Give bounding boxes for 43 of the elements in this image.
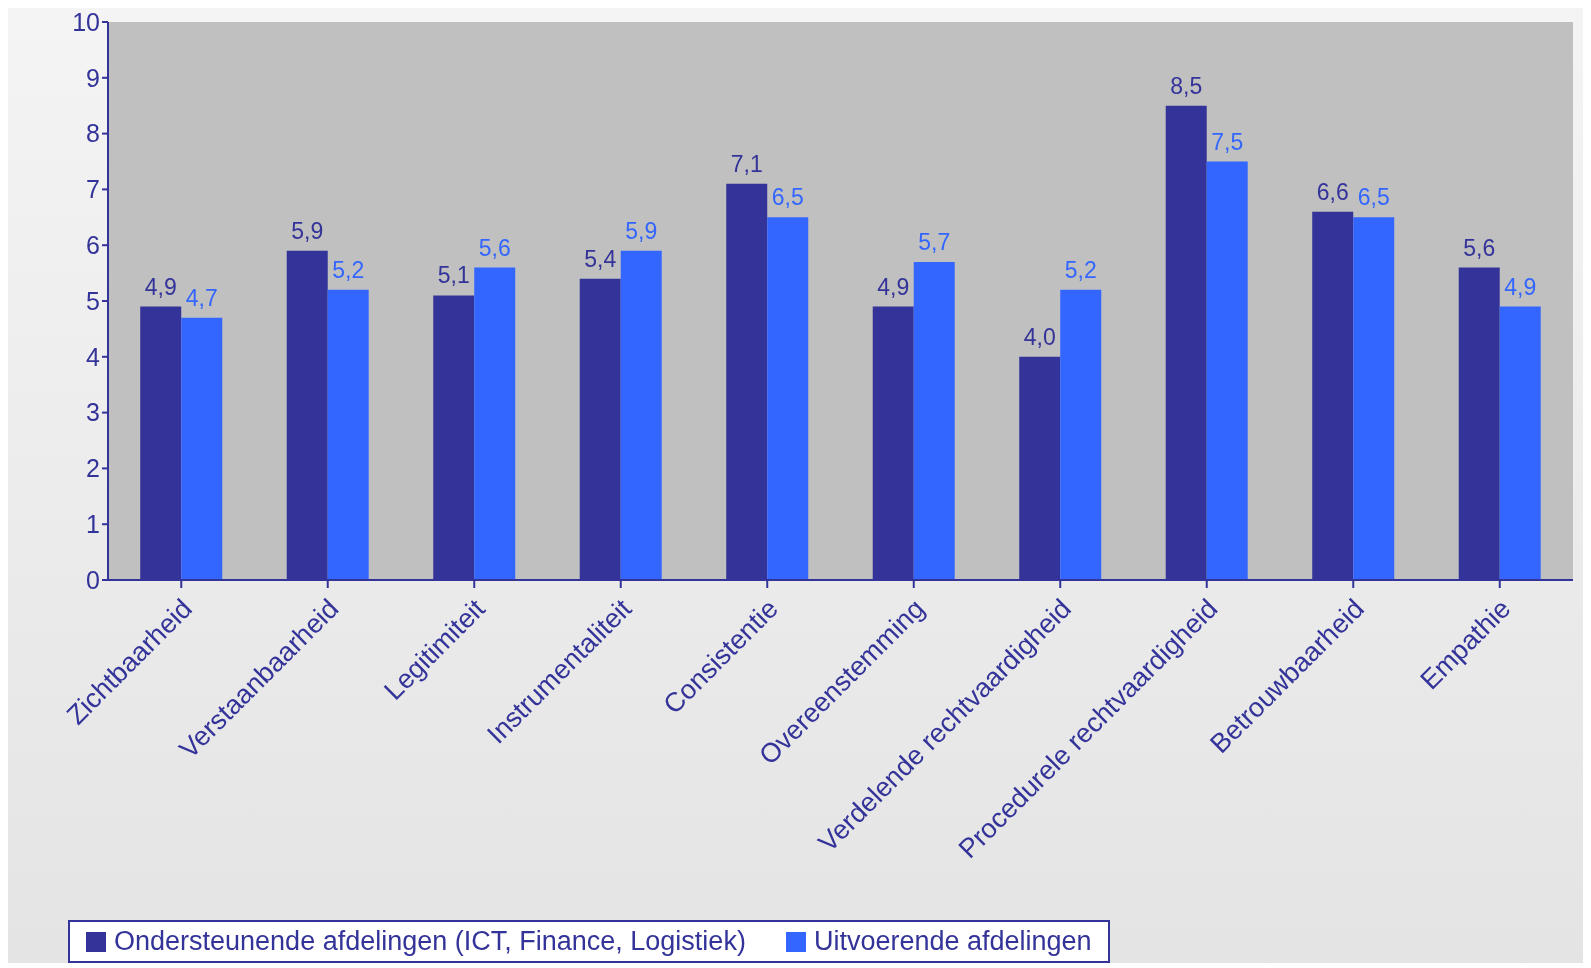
y-tick-label: 6: [86, 231, 100, 260]
y-tick-label: 3: [86, 398, 100, 427]
data-label: 7,5: [1211, 128, 1244, 155]
y-tick-label: 7: [86, 175, 100, 204]
bar: [1206, 161, 1248, 580]
bar: [767, 217, 809, 580]
y-tick-label: 4: [86, 342, 101, 371]
data-label: 5,4: [584, 245, 617, 272]
bar: [327, 289, 369, 580]
bar: [620, 250, 662, 580]
y-tick-label: 9: [86, 63, 100, 92]
data-label: 7,1: [730, 150, 763, 177]
bar: [913, 261, 955, 580]
bar: [1060, 289, 1102, 580]
data-label: 4,7: [185, 284, 218, 311]
bar: [474, 267, 516, 580]
y-tick-label: 0: [86, 565, 100, 594]
data-label: 5,9: [625, 217, 658, 244]
data-label: 5,6: [478, 234, 511, 261]
y-tick-label: 5: [86, 286, 100, 315]
data-label: 6,5: [1357, 184, 1390, 211]
data-label: 6,6: [1316, 178, 1349, 205]
y-tick-label: 1: [86, 510, 100, 539]
bar: [1353, 217, 1395, 580]
data-label: 6,5: [771, 184, 804, 211]
data-label: 5,2: [332, 256, 365, 283]
legend-label: Uitvoerende afdelingen: [812, 926, 1092, 957]
data-label: 4,9: [1504, 273, 1537, 300]
data-label: 5,2: [1064, 256, 1097, 283]
y-tick-label: 10: [72, 7, 100, 36]
data-label: 5,6: [1463, 234, 1496, 261]
bar: [1499, 306, 1541, 580]
data-label: 5,9: [291, 217, 324, 244]
data-label: 5,1: [437, 262, 470, 289]
data-label: 4,9: [877, 273, 910, 300]
data-label: 8,5: [1170, 72, 1203, 99]
data-label: 4,0: [1023, 323, 1056, 350]
y-tick-label: 8: [86, 119, 100, 148]
y-tick-label: 2: [86, 454, 100, 483]
legend-label: Ondersteunende afdelingen (ICT, Finance, Logistiek): [113, 926, 746, 957]
bar: [181, 317, 223, 580]
data-label: 4,9: [144, 273, 177, 300]
data-label: 5,7: [918, 228, 951, 255]
